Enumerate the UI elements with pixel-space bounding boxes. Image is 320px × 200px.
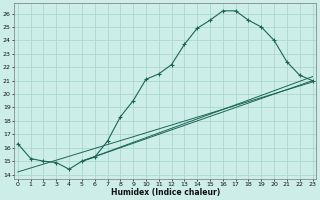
X-axis label: Humidex (Indice chaleur): Humidex (Indice chaleur) xyxy=(110,188,220,197)
